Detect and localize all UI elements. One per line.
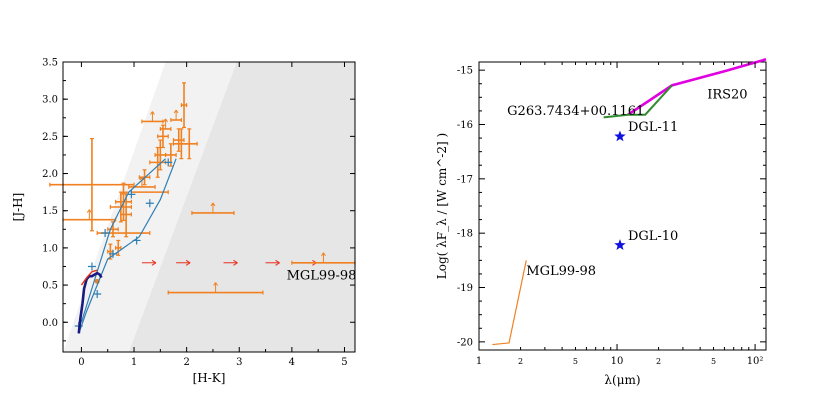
giant-branch-line	[80, 269, 98, 286]
x-tick-label: 3	[236, 357, 242, 368]
uplim-arrow-head	[213, 282, 218, 286]
y-tick-label: 0.5	[42, 281, 58, 292]
y-axis-title: [J-H]	[11, 193, 25, 222]
x-tick-label: 2	[518, 357, 523, 366]
x-tick-label: 5	[341, 357, 347, 368]
source-point	[49, 137, 135, 232]
source-point	[172, 128, 185, 152]
x-tick-label: 1	[131, 357, 137, 368]
limit-arrow-head	[185, 259, 191, 266]
track-marker	[164, 158, 173, 167]
uplim-arrow-head	[321, 252, 326, 257]
source-point	[159, 118, 172, 131]
shaded-region	[63, 62, 355, 352]
x-tick-label: 2	[656, 357, 661, 366]
source-point	[180, 128, 198, 160]
x-tick-label: 2	[183, 357, 189, 368]
uplim-arrow-head	[86, 209, 92, 213]
x-tick-label: 0	[78, 357, 84, 368]
track-marker	[132, 236, 141, 245]
x-tick-label: 10	[611, 356, 624, 367]
track-marker	[145, 199, 154, 208]
limit-arrow-head	[233, 259, 238, 266]
uplim-arrow-head	[173, 109, 179, 114]
y-tick-label: 1.5	[42, 206, 58, 217]
x-axis-title: [H-K]	[193, 371, 226, 385]
uplim-arrow-head	[121, 191, 126, 196]
source-point	[180, 82, 188, 129]
left-panel: 0 1 2 3 4 5 0.0 0.5 1.0 1.5 2.0 2.5 3.0 3.5 [H-K] [J-H]…	[11, 58, 356, 386]
main-sequence-line	[77, 271, 103, 334]
annotation-label: MGL99-98	[526, 264, 596, 279]
annotation-label: MGL99-98	[287, 268, 357, 283]
annotation-label: IRS20	[707, 88, 747, 103]
left-frame	[62, 61, 356, 353]
uplim-arrow-head	[210, 202, 216, 207]
track-marker	[101, 229, 110, 238]
y-tick-label: -17	[457, 174, 473, 185]
y-tick-label: 1.0	[42, 243, 58, 254]
sed-line-MGL99-98	[492, 260, 527, 346]
reddening-track-line	[78, 158, 177, 334]
source-point	[120, 191, 132, 238]
right-frame	[478, 61, 767, 351]
sed-line-IRS20	[627, 58, 767, 116]
star-marker-DGL-10	[614, 239, 626, 250]
y-tick-label: 3.0	[42, 95, 58, 106]
y-tick-label: 2.0	[42, 169, 58, 180]
x-tick-label: 1	[476, 356, 482, 367]
x-tick-label: 5	[573, 357, 578, 366]
y-tick-label: 2.5	[42, 132, 58, 143]
uplim-arrow-head	[150, 111, 155, 115]
x-tick-label: 5	[711, 357, 716, 366]
reddening-track-line	[80, 158, 166, 323]
source-point	[141, 111, 164, 124]
star-marker-DGL-11	[614, 130, 626, 142]
source-point	[167, 282, 264, 295]
sed-line-G263.7434+00.1161	[603, 84, 673, 119]
annotation-label: DGL-11	[628, 120, 678, 135]
y-tick-label: -20	[457, 337, 473, 348]
annotation-label: G263.7434+00.1161	[507, 104, 644, 119]
track-marker	[127, 190, 136, 199]
source-point	[191, 202, 235, 215]
source-point	[170, 109, 182, 122]
uplim-arrow-head	[163, 118, 169, 123]
track-marker	[93, 290, 102, 298]
right-panel: 1 2 5 10 2 5 10² -15 -16 -17 -18 -19 -20 λ(μm) Log( λF…	[435, 58, 767, 387]
limit-arrow-head	[151, 259, 157, 266]
y-tick-label: -18	[457, 229, 473, 240]
track-marker	[87, 262, 96, 271]
x-tick-label: 10²	[747, 356, 764, 367]
y-tick-label: -19	[457, 283, 473, 294]
annotation-label: DGL-10	[628, 229, 678, 244]
source-point	[115, 239, 122, 256]
y-tick-label: -16	[457, 120, 473, 131]
y-axis-title: Log( λF_λ / [W cm^-2] )	[435, 133, 449, 279]
y-tick-label: -15	[457, 66, 473, 77]
source-point	[149, 146, 167, 178]
y-tick-label: 3.5	[42, 58, 58, 69]
source-point	[128, 176, 156, 189]
limit-arrow-head	[275, 259, 280, 266]
x-tick-label: 4	[289, 357, 295, 368]
x-axis-title: λ(μm)	[604, 373, 640, 387]
y-tick-label: 0.0	[42, 318, 58, 329]
track-marker	[108, 249, 117, 258]
